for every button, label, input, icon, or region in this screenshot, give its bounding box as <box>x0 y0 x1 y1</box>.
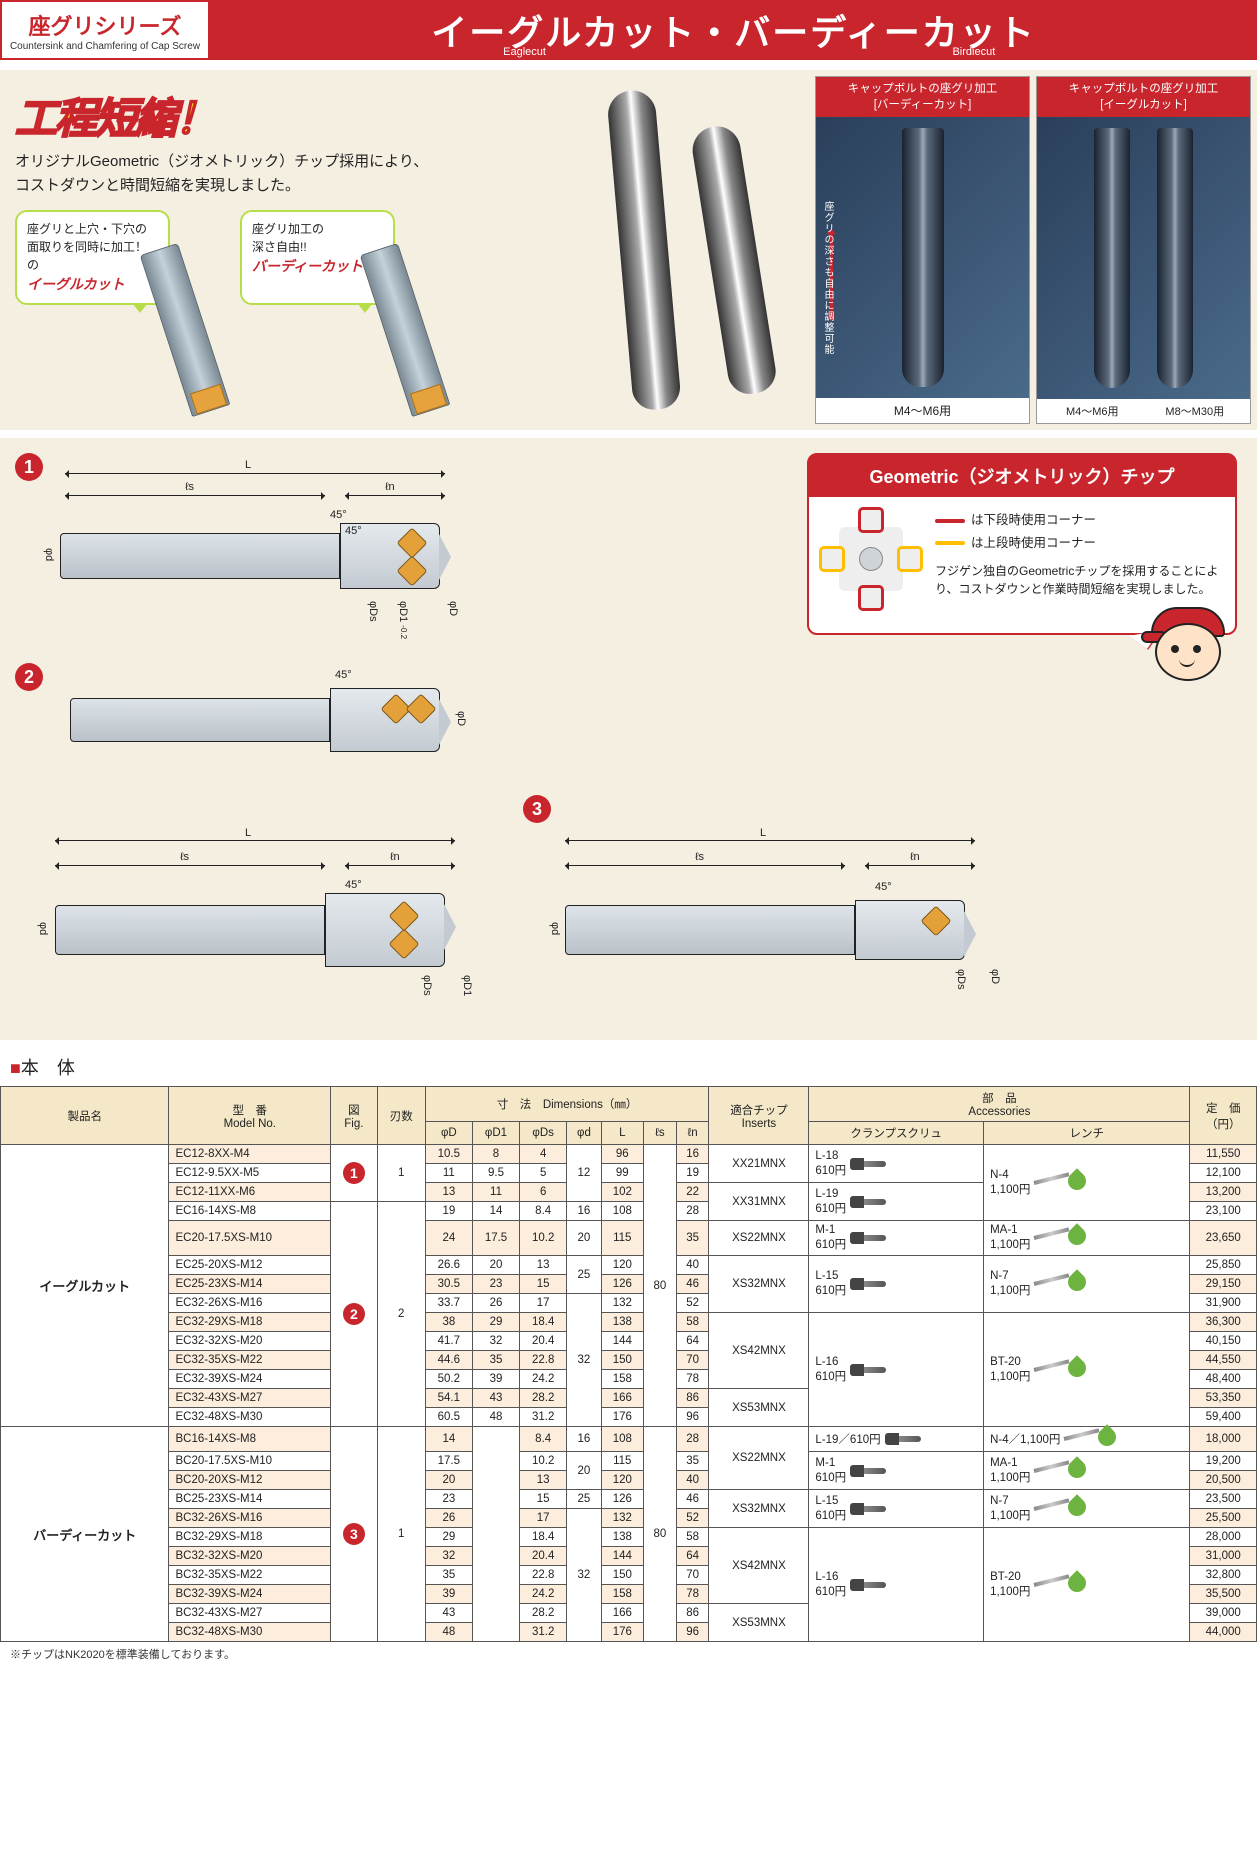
panel-eagle: キャップボルトの座グリ加工[イーグルカット] M4〜M6用 M8〜M30用 <box>1036 76 1251 424</box>
screw-icon <box>885 1430 921 1448</box>
table-header: 製品名 型 番Model No. 図Fig. 刃数 寸 法 Dimensions… <box>1 1087 1257 1145</box>
hero-mid-photo <box>590 70 815 430</box>
diagram-section: 1 L ℓs ℓn 45° 45° φd φDs φD1 -0.2 φD 2 4… <box>0 438 1257 1040</box>
table-row: BC20-17.5XS-M1017.510.22011535M-1610円MA-… <box>1 1452 1257 1471</box>
table-heading: ■本 体 <box>10 1054 1247 1080</box>
legend-bar-yellow <box>935 541 965 545</box>
panel-tool-a <box>1094 128 1130 387</box>
table-row: EC25-20XS-M1226.620132512040XS32MNXL-156… <box>1 1256 1257 1275</box>
hero-description: オリジナルGeometric（ジオメトリック）チップ採用により、 コストダウンと… <box>15 150 575 198</box>
panel-birdie: キャップボルトの座グリ加工[バーディーカット] 座グリの深さも自由に調整可能 M… <box>815 76 1030 424</box>
wrench-icon <box>1034 1361 1086 1379</box>
photo-tool-1 <box>606 89 682 412</box>
wrench-icon <box>1034 1576 1086 1594</box>
fig-number-2: 2 <box>15 663 43 691</box>
table-row: EC32-29XS-M18382918.413858XS42MNXL-16610… <box>1 1313 1257 1332</box>
panel-tool-b <box>1157 128 1193 387</box>
wrench-icon <box>1034 1174 1086 1192</box>
wrench-icon <box>1034 1500 1086 1518</box>
screw-icon <box>850 1155 886 1173</box>
screw-icon <box>850 1193 886 1211</box>
panel-body <box>1037 117 1250 399</box>
series-box: 座グリシリーズ Countersink and Chamfering of Ca… <box>0 0 210 60</box>
panel-body: 座グリの深さも自由に調整可能 <box>816 117 1029 398</box>
wrench-icon <box>1034 1275 1086 1293</box>
diagram-2: 2 45° φD <box>15 663 505 773</box>
chip-shape-icon <box>821 509 921 609</box>
subtitle-birdie: Birdiecut <box>952 46 995 58</box>
subtitle-eagle: Eaglecut <box>503 46 546 58</box>
wrench-icon <box>1034 1229 1086 1247</box>
series-title-en: Countersink and Chamfering of Cap Screw <box>10 41 200 52</box>
wrench-icon <box>1034 1462 1086 1480</box>
screw-icon <box>850 1229 886 1247</box>
hero-left: 工程短縮！ オリジナルGeometric（ジオメトリック）チップ採用により、 コ… <box>0 70 590 430</box>
panel-title: キャップボルトの座グリ加工[イーグルカット] <box>1037 77 1250 117</box>
birdie-rows: バーディーカットBC16-14XS-M831148.4161088028XS22… <box>1 1427 1257 1642</box>
table-row: BC25-23XS-M1423152512646XS32MNXL-15610円N… <box>1 1490 1257 1509</box>
diagram-1: 1 L ℓs ℓn 45° 45° φd φDs φD1 -0.2 φD <box>15 453 505 653</box>
diagram-2-alt: L ℓs ℓn 45° φd φDs φD1 <box>15 825 505 1025</box>
panel-foot: M4〜M6用 M8〜M30用 <box>1037 399 1250 423</box>
table-row: EC20-17.5XS-M102417.510.22011535XS22MNXM… <box>1 1221 1257 1256</box>
screw-icon <box>850 1462 886 1480</box>
photo-tool-2 <box>689 123 779 397</box>
wrench-icon <box>1064 1430 1116 1448</box>
geometric-chip-box: Geometric（ジオメトリック）チップ は下段時使用コーナー は上段時使用コ… <box>807 453 1237 635</box>
geo-title: Geometric（ジオメトリック）チップ <box>809 455 1235 497</box>
panel-tool <box>902 128 944 386</box>
series-title-jp: 座グリシリーズ <box>29 9 182 41</box>
screw-icon <box>850 1275 886 1293</box>
panel-foot: M4〜M6用 <box>816 398 1029 423</box>
cartoon-tool-1 <box>125 240 255 420</box>
depth-label: 座グリの深さも自由に調整可能 <box>820 201 835 355</box>
spec-table: 製品名 型 番Model No. 図Fig. 刃数 寸 法 Dimensions… <box>0 1086 1257 1642</box>
diagram-3: 3 L ℓs ℓn 45° φd φDs φD <box>535 825 1015 1025</box>
table-row: バーディーカットBC16-14XS-M831148.4161088028XS22… <box>1 1427 1257 1452</box>
screw-icon <box>850 1500 886 1518</box>
screw-icon <box>850 1576 886 1594</box>
legend-bar-red <box>935 519 965 523</box>
fig-number-1: 1 <box>15 453 43 481</box>
title-bar: イーグルカット・バーディーカット Eaglecut Birdiecut <box>210 0 1257 60</box>
page-header: 座グリシリーズ Countersink and Chamfering of Ca… <box>0 0 1257 60</box>
table-row: BC32-29XS-M182918.413858XS42MNXL-16610円B… <box>1 1528 1257 1547</box>
screw-icon <box>850 1361 886 1379</box>
mascot-icon <box>1135 593 1245 703</box>
table-note: ※チップはNK2020を標準装備しております。 <box>0 1642 1257 1666</box>
hero-right-panels: キャップボルトの座グリ加工[バーディーカット] 座グリの深さも自由に調整可能 M… <box>815 70 1257 430</box>
eagle-rows: イーグルカットEC12-8XX-M41110.58412968016XX21MN… <box>1 1145 1257 1427</box>
speech-bubbles: 座グリと上穴・下穴の 面取りを同時に加工！の イーグルカット 座グリ加工の 深さ… <box>15 210 575 305</box>
panel-title: キャップボルトの座グリ加工[バーディーカット] <box>816 77 1029 117</box>
fig-number-3: 3 <box>523 795 551 823</box>
slogan: 工程短縮！ <box>15 85 275 140</box>
hero-section: 工程短縮！ オリジナルGeometric（ジオメトリック）チップ採用により、 コ… <box>0 70 1257 430</box>
table-row: イーグルカットEC12-8XX-M41110.58412968016XX21MN… <box>1 1145 1257 1164</box>
cartoon-tool-2 <box>345 240 475 420</box>
